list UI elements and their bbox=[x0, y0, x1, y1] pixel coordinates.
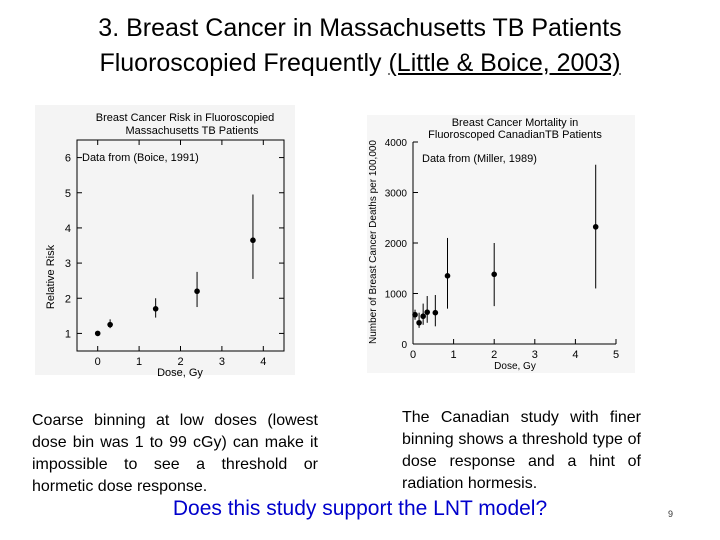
data-point bbox=[491, 271, 497, 278]
data-point bbox=[432, 309, 439, 316]
data-point bbox=[592, 224, 599, 230]
chart-scan-background bbox=[35, 105, 295, 375]
right-commentary: The Canadian study with finer binning sh… bbox=[402, 409, 641, 492]
y-tick-label: 1000 bbox=[385, 290, 408, 301]
x-axis-label: Dose, Gy bbox=[494, 361, 536, 372]
data-point bbox=[420, 313, 426, 320]
chart-title-line1: Breast Cancer Risk in Fluoroscopied bbox=[96, 112, 275, 124]
y-tick-label: 4 bbox=[65, 223, 71, 235]
chart-breast-cancer-mortality: Breast Cancer Mortality in Fluoroscoped … bbox=[367, 115, 635, 373]
closing-question: Does this study support the LNT model? bbox=[172, 497, 548, 520]
y-tick-label: 3 bbox=[65, 258, 71, 270]
y-tick-label: 2 bbox=[65, 293, 71, 305]
y-tick-label: 3000 bbox=[385, 189, 408, 200]
chart-annotation: Data from (Miller, 1989) bbox=[422, 153, 537, 165]
chart-title-line1: Breast Cancer Mortality in bbox=[452, 117, 579, 129]
chart-annotation: Data from (Boice, 1991) bbox=[82, 152, 199, 164]
chart-scan-background bbox=[367, 115, 635, 373]
y-tick-label: 5 bbox=[65, 188, 71, 200]
x-tick-label: 1 bbox=[451, 349, 457, 361]
x-tick-label: 5 bbox=[613, 349, 619, 361]
y-axis-label: Number of Breast Cancer Deaths per 100,0… bbox=[368, 140, 379, 344]
x-tick-label: 3 bbox=[219, 356, 225, 368]
left-commentary: Coarse binning at low doses (lowest dose… bbox=[32, 412, 318, 495]
data-point bbox=[250, 237, 256, 244]
x-tick-label: 0 bbox=[95, 356, 101, 368]
x-tick-label: 2 bbox=[177, 356, 183, 368]
y-tick-label: 1 bbox=[65, 328, 71, 340]
x-tick-label: 2 bbox=[491, 349, 497, 361]
x-tick-label: 4 bbox=[260, 356, 266, 368]
data-point bbox=[412, 311, 418, 318]
y-axis-label: Relative Risk bbox=[45, 244, 57, 309]
x-tick-label: 4 bbox=[572, 349, 578, 361]
slide-title-line2: Fluoroscopied Frequently (Little & Boice… bbox=[0, 48, 720, 79]
x-tick-label: 3 bbox=[532, 349, 538, 361]
slide-title-line1: 3. Breast Cancer in Massachusetts TB Pat… bbox=[98, 14, 622, 42]
data-point bbox=[107, 321, 113, 328]
y-tick-label: 2000 bbox=[385, 239, 408, 250]
data-point bbox=[444, 273, 451, 279]
y-tick-label: 4000 bbox=[385, 138, 408, 149]
chart-breast-cancer-risk: Breast Cancer Risk in Fluoroscopied Mass… bbox=[35, 105, 295, 379]
title-reference: (Little & Boice, 2003) bbox=[388, 49, 621, 77]
chart-title-line2: Massachusetts TB Patients bbox=[125, 125, 259, 137]
x-axis-label: Dose, Gy bbox=[157, 367, 203, 379]
title-plain-text: Fluoroscopied Frequently bbox=[99, 49, 389, 77]
x-tick-label: 1 bbox=[136, 356, 142, 368]
data-point bbox=[152, 306, 159, 312]
x-tick-label: 0 bbox=[410, 349, 416, 361]
page-number: 9 bbox=[668, 509, 674, 519]
y-tick-label: 6 bbox=[65, 153, 71, 165]
data-point bbox=[194, 288, 200, 295]
chart-title-line2: Fluoroscoped CanadianTB Patients bbox=[428, 129, 602, 141]
data-point bbox=[94, 330, 101, 337]
data-point bbox=[416, 319, 422, 326]
y-tick-label: 0 bbox=[401, 340, 407, 351]
data-point bbox=[424, 309, 431, 315]
